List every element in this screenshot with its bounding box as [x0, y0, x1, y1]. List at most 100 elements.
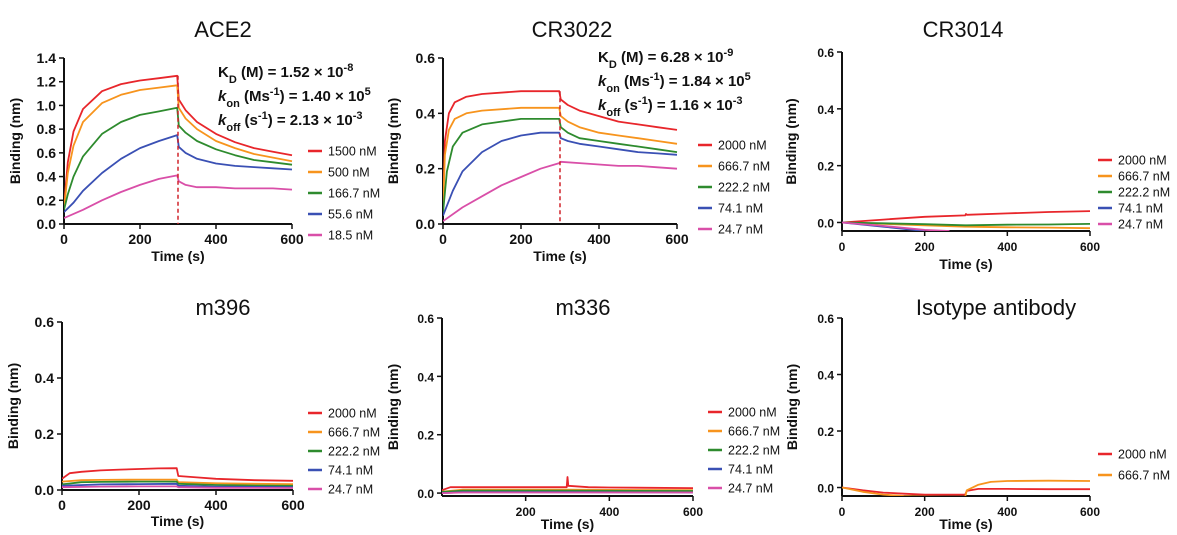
kon-annotation: kon (Ms-1) = 1.84 × 105: [598, 71, 751, 95]
series-line-666.7-nM: [842, 479, 1091, 496]
x-tick-label: 400: [204, 497, 228, 513]
series-line-2000-nM: [62, 467, 294, 482]
x-axis-label: Time (s): [151, 513, 204, 529]
y-tick-label: 0.2: [416, 161, 436, 177]
y-tick-label: 0.4: [817, 369, 834, 383]
x-tick-label: 200: [915, 240, 935, 254]
x-tick-label: 0: [60, 231, 68, 247]
y-tick-label: 0.6: [817, 312, 834, 326]
legend-label: 500 nM: [328, 166, 370, 180]
panel-cr3022: CR3022 0.0 0.2 0.4 0.6 0 200 400 600 Time (s) Bind…: [385, 17, 770, 264]
x-tick-label: 600: [1080, 240, 1100, 254]
panel-cr3014: CR3014 0.0 0.2 0.4 0.6 0 200 400 600 Time (s) Bind…: [783, 17, 1170, 272]
y-tick-label: 0.6: [416, 50, 436, 66]
koff-annotation: koff (s-1) = 2.13 × 10-3: [218, 110, 363, 134]
x-tick-label: 400: [997, 240, 1017, 254]
legend-label: 24.7 nM: [1118, 218, 1163, 232]
x-axis-label: Time (s): [939, 256, 992, 272]
y-tick-label: 0.4: [37, 169, 57, 185]
x-tick-label: 400: [204, 231, 228, 247]
y-tick-label: 0.4: [416, 105, 436, 121]
panel-m336: m336 0.0 0.2 0.4 0.6 200 400 600 Time (s) Binding…: [385, 295, 780, 532]
y-tick-label: 0.6: [35, 314, 55, 330]
legend-label: 74.1 nM: [728, 463, 773, 477]
legend-label: 74.1 nM: [328, 464, 373, 478]
legend-label: 2000 nM: [718, 139, 767, 153]
legend-label: 166.7 nM: [328, 187, 380, 201]
x-axis-label: Time (s): [541, 516, 594, 532]
x-tick-label: 200: [128, 231, 152, 247]
x-tick-label: 0: [839, 240, 846, 254]
x-tick-label: 400: [997, 505, 1017, 519]
x-tick-label: 400: [587, 231, 611, 247]
legend-label: 666.7 nM: [1118, 170, 1170, 184]
x-tick-label: 200: [915, 505, 935, 519]
series-line-24.7-nM: [842, 221, 950, 231]
series-group: [62, 467, 294, 489]
kon-annotation: kon (Ms-1) = 1.40 × 105: [218, 86, 371, 110]
legend-label: 222.2 nM: [1118, 186, 1170, 200]
y-tick-label: 0.0: [37, 216, 57, 232]
y-tick-label: 0.8: [37, 121, 57, 137]
series-line-1500-nM: [64, 74, 293, 207]
legend-label: 666.7 nM: [728, 425, 780, 439]
y-tick-label: 1.4: [37, 50, 57, 66]
series-line-666.7-nM: [62, 478, 294, 485]
legend-label: 222.2 nM: [328, 445, 380, 459]
y-axis-label: Binding (nm): [5, 363, 21, 449]
series-line-222.2-nM: [62, 480, 294, 487]
y-tick-label: 0.2: [417, 429, 434, 443]
series-group: [842, 479, 1091, 496]
chart-title: CR3022: [532, 17, 613, 42]
chart-title: m336: [555, 295, 610, 320]
y-tick-label: 0.4: [417, 370, 434, 384]
x-tick-label: 200: [516, 505, 536, 519]
y-tick-label: 1.0: [37, 97, 57, 113]
legend-label: 666.7 nM: [328, 426, 380, 440]
series-group: [842, 210, 1091, 231]
y-axis-label: Binding (nm): [7, 98, 23, 184]
legend-label: 24.7 nM: [718, 223, 763, 237]
x-tick-label: 600: [1080, 505, 1100, 519]
y-tick-label: 0.2: [817, 425, 834, 439]
legend-label: 55.6 nM: [328, 208, 373, 222]
legend-label: 24.7 nM: [728, 482, 773, 496]
legend-label: 18.5 nM: [328, 229, 373, 243]
panel-isotype-antibody: Isotype antibody 0.0 0.2 0.4 0.6 0 200 400 600 Ti…: [784, 295, 1170, 532]
series-line-166.7-nM: [64, 106, 293, 211]
chart-title: Isotype antibody: [916, 295, 1076, 320]
series-line-2000-nM: [842, 210, 1091, 224]
legend-label: 2000 nM: [728, 406, 777, 420]
series-line-500-nM: [64, 84, 293, 209]
x-tick-label: 0: [439, 231, 447, 247]
chart-title: m396: [195, 295, 250, 320]
panel-m396: m396 0.0 0.2 0.4 0.6 0 200 400 600 Time (s) Bindin…: [5, 295, 380, 529]
y-tick-label: 0.2: [35, 426, 55, 442]
legend-label: 74.1 nM: [718, 202, 763, 216]
kd-annotation: KD (M) = 6.28 × 10-9: [598, 47, 733, 71]
x-axis-label: Time (s): [939, 516, 992, 532]
legend-label: 1500 nM: [328, 145, 377, 159]
x-tick-label: 0: [839, 505, 846, 519]
legend-label: 222.2 nM: [718, 181, 770, 195]
series-line-24.7-nM: [442, 491, 693, 494]
legend-label: 666.7 nM: [1118, 469, 1170, 483]
series-line-222.2-nM: [842, 221, 1091, 227]
y-axis-label: Binding (nm): [783, 98, 799, 184]
series-line-2000-nM: [442, 476, 694, 492]
legend-label: 2000 nM: [1118, 154, 1167, 168]
kd-annotation: KD (M) = 1.52 × 10-8: [218, 62, 353, 86]
series-group: [442, 476, 694, 494]
series-line-2000-nM: [443, 90, 678, 208]
y-tick-label: 0.0: [817, 216, 834, 230]
y-tick-label: 1.2: [37, 74, 57, 90]
series-line-18.5-nM: [64, 174, 293, 219]
koff-annotation: koff (s-1) = 1.16 × 10-3: [598, 95, 743, 119]
y-tick-label: 0.4: [817, 103, 834, 117]
x-axis-label: Time (s): [151, 248, 204, 264]
y-tick-label: 0.6: [37, 145, 57, 161]
x-tick-label: 200: [509, 231, 533, 247]
x-tick-label: 600: [683, 505, 703, 519]
x-tick-label: 600: [280, 231, 304, 247]
